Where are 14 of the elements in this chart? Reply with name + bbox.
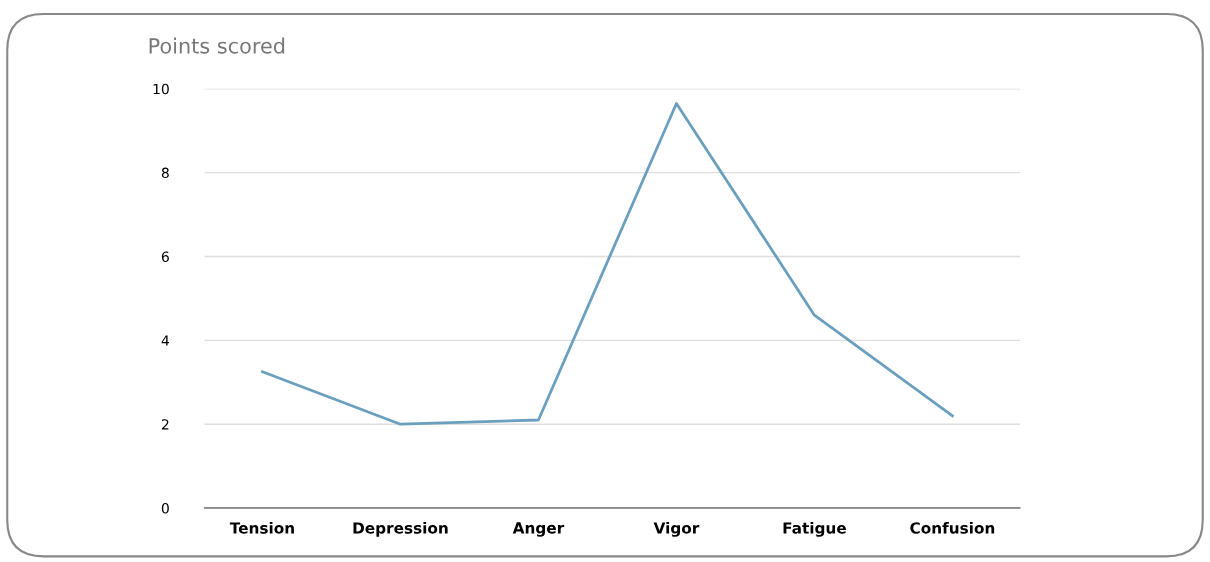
chart-title: Points scored — [149, 37, 285, 54]
line-series — [261, 102, 954, 426]
x-tick-label: Tension — [229, 521, 294, 534]
x-tick-label: Anger — [512, 522, 565, 537]
x-tick-label: Depression — [353, 521, 448, 537]
y-tick-label: 8 — [161, 167, 169, 179]
y-tick-label: 10 — [153, 83, 169, 95]
y-tick-label: 4 — [161, 335, 169, 346]
x-tick-label: Vigor — [653, 521, 700, 537]
x-tick-label: Fatigue — [783, 521, 846, 537]
x-tick-label: Confusion — [910, 521, 995, 534]
y-tick-label: 2 — [161, 419, 169, 430]
y-tick-label: 0 — [161, 503, 169, 514]
y-tick-label: 6 — [161, 251, 169, 262]
